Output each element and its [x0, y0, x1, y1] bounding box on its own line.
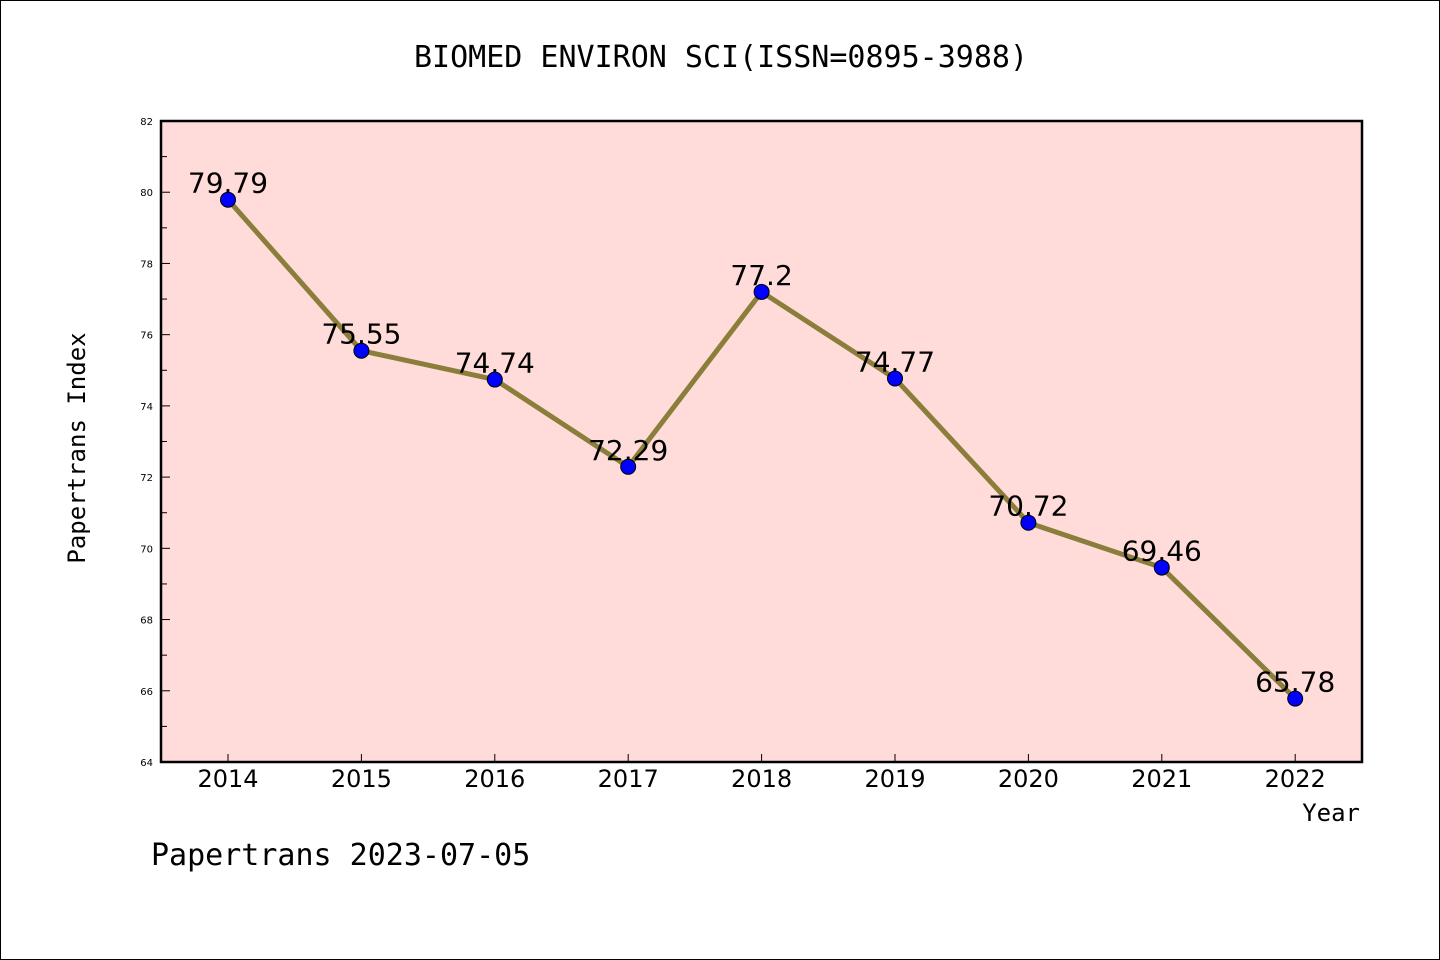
x-tick-label: 2020 — [998, 765, 1059, 793]
x-tick-label: 2022 — [1265, 765, 1326, 793]
y-tick-label: 66 — [140, 687, 153, 698]
data-point — [220, 191, 236, 208]
y-tick-label: 76 — [140, 331, 153, 342]
x-axis-label: Year — [1302, 799, 1360, 827]
data-label: 72.29 — [588, 434, 668, 467]
data-point — [620, 458, 637, 475]
data-label: 69.46 — [1122, 535, 1202, 568]
data-label: 75.55 — [321, 318, 401, 351]
data-points — [220, 191, 1304, 707]
x-tick-label: 2019 — [864, 765, 925, 793]
data-labels: 79.79 75.55 74.74 72.29 77.2 74.77 70.72 69.46 6… — [188, 167, 1335, 699]
y-tick-label: 72 — [140, 473, 153, 484]
y-tick-label: 78 — [140, 259, 153, 270]
x-tick-label: 2015 — [331, 765, 392, 793]
data-point — [353, 342, 370, 359]
y-tick-label: 74 — [140, 402, 153, 413]
data-point — [753, 283, 770, 300]
y-axis-label: Papertrans Index — [63, 332, 91, 563]
data-point — [1153, 559, 1170, 576]
data-label: 74.74 — [455, 347, 535, 380]
data-point — [887, 370, 903, 387]
plot-area — [159, 119, 1364, 764]
x-tick-label: 2018 — [731, 765, 792, 793]
data-point — [1020, 514, 1037, 531]
data-label: 70.72 — [988, 490, 1068, 523]
chart-title: BIOMED ENVIRON SCI(ISSN=0895-3988) — [414, 40, 1028, 75]
y-tick-label: 70 — [140, 544, 153, 555]
x-tick-label: 2014 — [197, 765, 258, 793]
y-tick-label: 68 — [140, 616, 153, 627]
x-tick-label: 2021 — [1131, 765, 1192, 793]
x-tick-label: 2016 — [464, 765, 525, 793]
y-tick-label: 82 — [140, 117, 153, 128]
y-tick-label: 80 — [140, 188, 153, 199]
y-tick-label: 64 — [140, 758, 153, 769]
data-label: 79.79 — [188, 167, 268, 200]
data-label: 65.78 — [1255, 666, 1335, 699]
data-point — [1287, 690, 1304, 707]
data-label: 77.2 — [730, 259, 792, 292]
footer-note: Papertrans 2023-07-05 — [151, 838, 530, 873]
data-point — [486, 371, 503, 388]
x-axis: 2014 2015 2016 2017 2018 2019 2020 2021 2022 — [197, 754, 1326, 793]
data-label: 74.77 — [855, 345, 935, 378]
y-axis: 64 66 68 70 72 74 76 78 80 82 — [140, 117, 170, 769]
x-tick-label: 2017 — [598, 765, 659, 793]
